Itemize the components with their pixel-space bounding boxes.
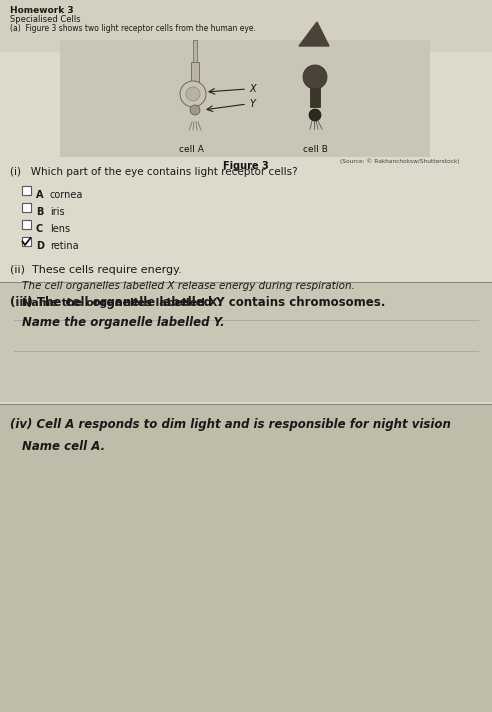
Bar — [22, 203, 31, 212]
Text: iris: iris — [50, 207, 64, 217]
Text: (i)   Which part of the eye contains light receptor cells?: (i) Which part of the eye contains light… — [10, 167, 298, 177]
Bar — [22, 220, 31, 229]
Text: Name cell A.: Name cell A. — [22, 440, 105, 453]
Bar — [22, 186, 31, 195]
Circle shape — [309, 109, 321, 121]
Text: cell A: cell A — [179, 145, 203, 154]
Bar — [310, 77, 320, 107]
Text: Y: Y — [249, 99, 255, 109]
Text: cell B: cell B — [303, 145, 328, 154]
Text: Name the organelle labelled Y.: Name the organelle labelled Y. — [22, 316, 225, 329]
Text: retina: retina — [50, 241, 79, 251]
Text: X: X — [249, 84, 256, 94]
Text: C: C — [36, 224, 43, 234]
Text: Figure 3: Figure 3 — [223, 161, 269, 171]
Text: (ii)  These cells require energy.: (ii) These cells require energy. — [10, 265, 182, 275]
Text: The cell organelles labelled X release energy during respiration.: The cell organelles labelled X release e… — [22, 281, 355, 291]
Circle shape — [190, 105, 200, 115]
Bar — [22, 237, 31, 246]
Bar — [60, 40, 430, 157]
Text: Specialised Cells: Specialised Cells — [10, 15, 81, 24]
Bar — [193, 40, 197, 62]
Text: lens: lens — [50, 224, 70, 234]
Bar — [0, 282, 492, 402]
Text: (iv) Cell A responds to dim light and is responsible for night vision: (iv) Cell A responds to dim light and is… — [10, 418, 451, 431]
Bar — [191, 62, 199, 104]
Text: cornea: cornea — [50, 190, 83, 200]
Bar — [0, 0, 492, 52]
Bar — [0, 404, 492, 712]
Text: (iii) The cell organelle labelled Y contains chromosomes.: (iii) The cell organelle labelled Y cont… — [10, 296, 385, 309]
Circle shape — [303, 65, 327, 89]
Polygon shape — [299, 22, 329, 46]
Text: Name the organelles labelled X.: Name the organelles labelled X. — [22, 298, 222, 308]
Text: A: A — [36, 190, 43, 200]
Text: (a)  Figure 3 shows two light receptor cells from the human eye.: (a) Figure 3 shows two light receptor ce… — [10, 24, 256, 33]
Circle shape — [186, 87, 200, 101]
Text: D: D — [36, 241, 44, 251]
Text: Homework 3: Homework 3 — [10, 6, 74, 15]
Text: (Source: © Rakhanchoksw/Shutterstock): (Source: © Rakhanchoksw/Shutterstock) — [340, 158, 460, 164]
Circle shape — [180, 81, 206, 107]
Text: B: B — [36, 207, 43, 217]
